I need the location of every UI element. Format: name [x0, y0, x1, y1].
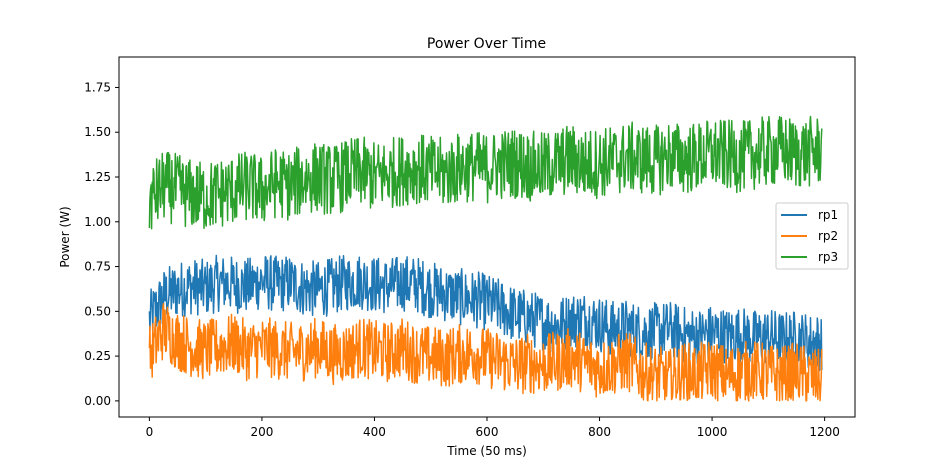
x-axis: 0 200 400 600 800 1000 1200	[146, 417, 840, 439]
x-tick-label: 1000	[697, 425, 728, 439]
y-tick-label: 1.75	[84, 80, 111, 94]
y-tick-label: 1.50	[84, 125, 111, 139]
x-axis-label: Time (50 ms)	[446, 444, 527, 458]
legend: rp1 rp2 rp3	[775, 202, 849, 270]
series-line-rp2	[148, 302, 823, 402]
y-tick-label: 1.00	[84, 215, 111, 229]
y-axis-label: Power (W)	[58, 206, 72, 267]
y-tick-label: 0.50	[84, 304, 111, 318]
y-tick-label: 0.25	[84, 349, 111, 363]
legend-box	[775, 202, 849, 270]
x-tick-label: 600	[476, 425, 499, 439]
x-tick-label: 0	[146, 425, 154, 439]
y-tick-label: 0.75	[84, 260, 111, 274]
legend-label-rp2: rp2	[818, 229, 838, 243]
series-layer	[148, 115, 823, 402]
chart-title: Power Over Time	[427, 36, 546, 52]
y-axis: 0.00 0.25 0.50 0.75 1.00 1.25 1.50 1.75	[84, 80, 119, 408]
legend-label-rp1: rp1	[818, 208, 838, 222]
y-tick-label: 1.25	[84, 170, 111, 184]
x-tick-label: 1200	[809, 425, 840, 439]
series-line-rp3	[148, 115, 823, 230]
legend-label-rp3: rp3	[818, 250, 838, 264]
x-tick-label: 400	[363, 425, 386, 439]
y-tick-label: 0.00	[84, 394, 111, 408]
x-tick-label: 800	[588, 425, 611, 439]
x-tick-label: 200	[250, 425, 273, 439]
